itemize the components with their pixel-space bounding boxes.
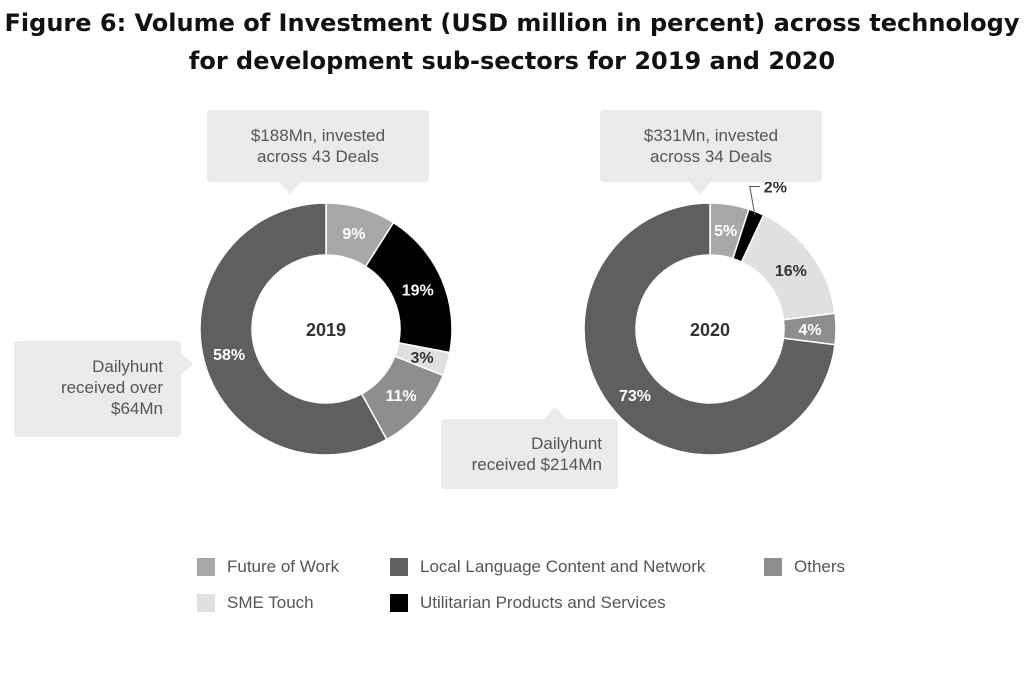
legend: Future of Work Local Language Content an… (197, 557, 917, 627)
legend-item-others: Others (764, 557, 845, 577)
callout-text-line: across 34 Deals (650, 147, 772, 166)
slice-local-language-content-and-network (199, 202, 388, 456)
callout-pointer (279, 182, 301, 194)
callout: Dailyhunt received over $64Mn (14, 341, 193, 437)
slice-data-label: 19% (402, 282, 434, 299)
legend-item-future-of-work: Future of Work (197, 557, 339, 577)
callout: $331Mn, invested across 34 Deals (600, 110, 822, 194)
legend-item-utilitarian: Utilitarian Products and Services (390, 593, 666, 613)
slice-local-language-content-and-network (583, 202, 836, 456)
legend-swatch-future-of-work (197, 558, 215, 576)
legend-swatch-sme-touch (197, 594, 215, 612)
callout-text-line: received over (61, 378, 163, 397)
slice-data-label: 3% (410, 350, 433, 367)
callout-box (441, 419, 618, 489)
slice-data-label: 2% (764, 179, 787, 196)
callout-text-line: Dailyhunt (92, 357, 163, 376)
slice-data-label: 16% (775, 263, 807, 280)
legend-item-local-language: Local Language Content and Network (390, 557, 705, 577)
legend-item-sme-touch: SME Touch (197, 593, 314, 613)
legend-swatch-others (764, 558, 782, 576)
callout-pointer (689, 182, 711, 194)
slice-data-label: 58% (213, 347, 245, 364)
callout: Dailyhunt received $214Mn (441, 407, 618, 489)
callout-text-line: Dailyhunt (531, 434, 602, 453)
callout-pointer (544, 407, 566, 419)
callout-box (207, 110, 429, 182)
donut-center-label: 2019 (306, 320, 346, 340)
slice-data-label: 11% (385, 388, 416, 405)
legend-swatch-utilitarian (390, 594, 408, 612)
legend-label: Utilitarian Products and Services (420, 593, 666, 612)
callout-text-line: received $214Mn (472, 455, 602, 474)
donut-center-label: 2020 (690, 320, 730, 340)
legend-swatch-local-language (390, 558, 408, 576)
slice-data-label: 73% (619, 388, 651, 405)
legend-label: Others (794, 557, 846, 576)
callout: $188Mn, invested across 43 Deals (207, 110, 429, 194)
callout-pointer (181, 353, 193, 375)
donut-chart-2020: 5% 2% 16% 4% 73% 2020 (583, 179, 837, 456)
callout-text-line: $188Mn, invested (251, 126, 385, 145)
callout-text-line: across 43 Deals (257, 147, 379, 166)
slice-data-label: 4% (798, 322, 821, 339)
callout-box (600, 110, 822, 182)
slice-data-label: 9% (342, 226, 365, 243)
callout-text-line: $64Mn (111, 399, 163, 418)
slice-data-label: 5% (714, 223, 737, 240)
legend-label: SME Touch (227, 593, 314, 612)
legend-label: Local Language Content and Network (420, 557, 706, 576)
figure-title: Figure 6: Volume of Investment (USD mill… (0, 4, 1024, 80)
figure-title-line-2: for development sub-sectors for 2019 and… (188, 47, 836, 75)
donut-chart-2019: 9% 19% 3% 11% 58% 2019 (199, 202, 453, 456)
legend-label: Future of Work (227, 557, 340, 576)
callout-text-line: $331Mn, invested (644, 126, 778, 145)
figure-title-line-1: Figure 6: Volume of Investment (USD mill… (4, 9, 1020, 37)
leader-line (749, 185, 760, 216)
callout-box (14, 341, 181, 437)
